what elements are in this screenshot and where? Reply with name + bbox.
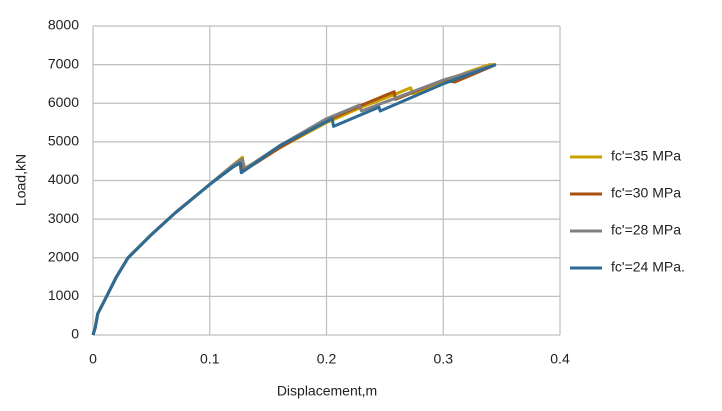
y-tick-label: 7000	[48, 55, 79, 71]
y-tick-label: 1000	[48, 287, 79, 303]
legend-label: fc'=30 MPa	[611, 185, 681, 201]
x-tick-label: 0.4	[550, 351, 570, 367]
series-line	[91, 63, 496, 336]
series-line	[91, 63, 497, 336]
x-axis-label: Displacement,m	[277, 383, 377, 399]
x-tick-label: 0	[89, 351, 97, 367]
x-tick-label: 0.2	[317, 351, 337, 367]
series-line	[91, 63, 497, 336]
y-tick-label: 4000	[48, 171, 79, 187]
y-tick-label: 3000	[48, 210, 79, 226]
series-line	[91, 63, 497, 336]
x-tick-label: 0.3	[434, 351, 454, 367]
y-tick-label: 5000	[48, 133, 79, 149]
legend-label: fc'=28 MPa	[611, 222, 681, 238]
legend-label: fc'=24 MPa.	[611, 259, 685, 275]
y-tick-label: 6000	[48, 94, 79, 110]
y-tick-label: 2000	[48, 248, 79, 264]
legend-label: fc'=35 MPa	[611, 148, 681, 164]
y-tick-label: 0	[71, 326, 79, 342]
x-tick-label: 0.1	[200, 351, 220, 367]
y-tick-label: 8000	[48, 17, 79, 33]
y-axis-label: Load,kN	[13, 154, 29, 206]
